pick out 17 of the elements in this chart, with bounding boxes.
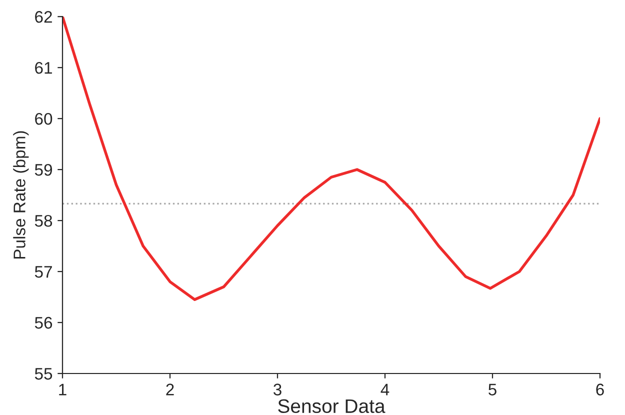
x-axis-title: Sensor Data: [278, 399, 386, 414]
y-tick-label: 60: [35, 112, 52, 125]
y-tick-label: 56: [34, 316, 52, 329]
y-tick-label: 57: [34, 266, 52, 278]
y-tick-label: 62: [35, 11, 52, 23]
x-tick-label: 1: [59, 384, 66, 396]
y-tick-label: 61: [35, 62, 52, 74]
x-tick-label: 6: [596, 384, 604, 396]
x-tick-label: 4: [380, 384, 390, 396]
x-tick-label: 3: [274, 384, 282, 396]
x-tick-label: 2: [166, 384, 174, 396]
x-tick-label: 5: [488, 384, 496, 396]
y-axis-title: Pulse Rate (bpm): [13, 131, 29, 259]
y-tick-label: 58: [34, 214, 52, 227]
y-tick-label: 55: [34, 368, 52, 380]
line-series: [62, 16, 600, 301]
y-tick-label: 59: [34, 164, 52, 176]
